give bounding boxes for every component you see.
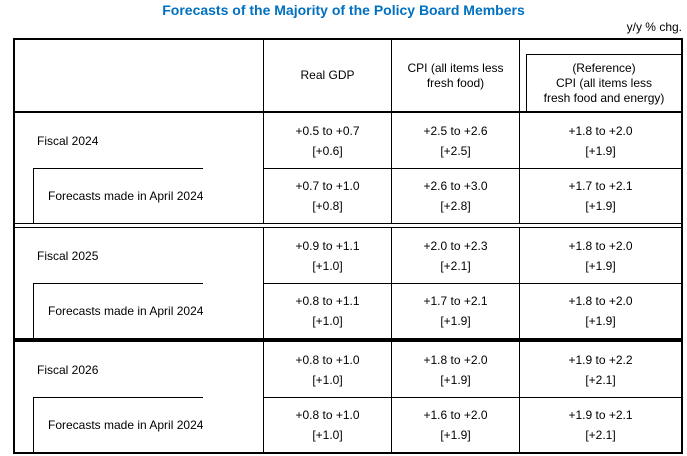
row-label-cell: Forecasts made in April 2024: [15, 397, 263, 452]
forecast-median: [+1.9]: [440, 314, 471, 328]
table-header-row: Real GDP CPI (all items less fresh food)…: [15, 40, 681, 113]
forecast-range: +0.8 to +1.0: [295, 352, 360, 367]
forecast-median: [+2.1]: [440, 258, 471, 273]
forecast-range: +1.9 to +2.1: [568, 408, 633, 422]
cpi-forecast-cell: +1.8 to +2.0 [+1.9]: [391, 342, 519, 397]
reference-cpi-forecast-cell: +1.9 to +2.2 [+2.1]: [519, 342, 681, 397]
forecast-median: [+1.9]: [585, 143, 616, 158]
forecast-range: +0.5 to +0.7: [295, 123, 360, 138]
forecast-median: [+1.9]: [585, 199, 616, 213]
forecast-range: +1.8 to +2.0: [568, 294, 633, 308]
forecast-median: [+0.6]: [312, 143, 343, 158]
reference-cpi-forecast-cell: +1.9 to +2.1 [+2.1]: [519, 397, 681, 452]
group-fiscal-2024: Fiscal 2024 +0.5 to +0.7 [+0.6] +2.5 to …: [15, 113, 681, 223]
forecast-range: +0.7 to +1.0: [295, 179, 360, 193]
forecast-range: +2.0 to +2.3: [423, 238, 488, 253]
forecast-median: [+0.8]: [312, 199, 343, 213]
forecast-range: +0.8 to +1.0: [295, 408, 360, 422]
header-cell-reference: (Reference) CPI (all items less fresh fo…: [519, 40, 681, 111]
forecast-median: [+1.0]: [312, 372, 343, 387]
reference-cpi-forecast-cell: +1.8 to +2.0 [+1.9]: [519, 113, 681, 168]
cpi-forecast-cell: +1.7 to +2.1 [+1.9]: [391, 283, 519, 338]
forecast-range: +2.5 to +2.6: [423, 123, 488, 138]
forecast-range: +1.8 to +2.0: [568, 123, 633, 138]
row-april-2024-forecast: Forecasts made in April 2024 +0.8 to +1.…: [15, 397, 681, 452]
reference-cpi-forecast-cell: +1.8 to +2.0 [+1.9]: [519, 228, 681, 283]
forecast-range: +2.6 to +3.0: [423, 179, 488, 193]
header-cell-real-gdp: Real GDP: [263, 40, 391, 111]
forecast-range: +1.7 to +2.1: [568, 179, 633, 193]
forecast-median: [+1.0]: [312, 314, 343, 328]
forecast-range: +0.9 to +1.1: [295, 238, 360, 253]
forecast-median: [+2.5]: [440, 143, 471, 158]
forecast-median: [+1.9]: [585, 314, 616, 328]
forecast-range: +1.6 to +2.0: [423, 408, 488, 422]
group-separator: [15, 223, 681, 228]
header-cell-cpi: CPI (all items less fresh food): [391, 40, 519, 111]
sub-row-label-box: Forecasts made in April 2024: [33, 283, 204, 338]
row-label-cell: Forecasts made in April 2024: [15, 168, 263, 223]
group-fiscal-2026: Fiscal 2026 +0.8 to +1.0 [+1.0] +1.8 to …: [15, 342, 681, 452]
cpi-forecast-cell: +2.0 to +2.3 [+2.1]: [391, 228, 519, 283]
forecast-median: [+1.0]: [312, 258, 343, 273]
sub-row-label-box: Forecasts made in April 2024: [33, 168, 204, 223]
gdp-forecast-cell: +0.5 to +0.7 [+0.6]: [263, 113, 391, 168]
reference-cpi-forecast-cell: +1.8 to +2.0 [+1.9]: [519, 283, 681, 338]
row-fiscal-2026: Fiscal 2026 +0.8 to +1.0 [+1.0] +1.8 to …: [15, 342, 681, 397]
cpi-forecast-cell: +1.6 to +2.0 [+1.9]: [391, 397, 519, 452]
forecast-median: [+2.1]: [585, 372, 616, 387]
sub-row-label-box: Forecasts made in April 2024: [33, 397, 204, 452]
gdp-forecast-cell: +0.7 to +1.0 [+0.8]: [263, 168, 391, 223]
row-label: Fiscal 2024: [37, 133, 99, 148]
row-label-cell: Forecasts made in April 2024: [15, 283, 263, 338]
row-fiscal-2024: Fiscal 2024 +0.5 to +0.7 [+0.6] +2.5 to …: [15, 113, 681, 168]
group-fiscal-2025: Fiscal 2025 +0.9 to +1.1 [+1.0] +2.0 to …: [15, 228, 681, 338]
forecast-median: [+2.8]: [440, 199, 471, 213]
forecast-median: [+1.0]: [312, 428, 343, 442]
forecast-table: Real GDP CPI (all items less fresh food)…: [13, 38, 683, 454]
page-title: Forecasts of the Majority of the Policy …: [162, 2, 525, 18]
gdp-forecast-cell: +0.8 to +1.1 [+1.0]: [263, 283, 391, 338]
row-april-2024-forecast: Forecasts made in April 2024 +0.7 to +1.…: [15, 168, 681, 223]
row-fiscal-2025: Fiscal 2025 +0.9 to +1.1 [+1.0] +2.0 to …: [15, 228, 681, 283]
forecast-median: [+1.9]: [440, 428, 471, 442]
forecast-median: [+2.1]: [585, 428, 616, 442]
row-april-2024-forecast: Forecasts made in April 2024 +0.8 to +1.…: [15, 283, 681, 338]
group-separator: [15, 338, 681, 342]
forecast-range: +1.9 to +2.2: [568, 352, 633, 367]
forecast-range: +0.8 to +1.1: [295, 294, 360, 308]
gdp-forecast-cell: +0.8 to +1.0 [+1.0]: [263, 397, 391, 452]
forecast-range: +1.8 to +2.0: [568, 238, 633, 253]
forecast-range: +1.7 to +2.1: [423, 294, 488, 308]
header-cell-empty: [15, 40, 263, 111]
row-label: Fiscal 2025: [37, 248, 99, 263]
reference-cpi-forecast-cell: +1.7 to +2.1 [+1.9]: [519, 168, 681, 223]
forecast-range: +1.8 to +2.0: [423, 352, 488, 367]
cpi-forecast-cell: +2.6 to +3.0 [+2.8]: [391, 168, 519, 223]
unit-note: y/y % chg.: [626, 20, 682, 34]
row-label: Fiscal 2026: [37, 362, 99, 377]
gdp-forecast-cell: +0.9 to +1.1 [+1.0]: [263, 228, 391, 283]
gdp-forecast-cell: +0.8 to +1.0 [+1.0]: [263, 342, 391, 397]
forecast-median: [+1.9]: [585, 258, 616, 273]
reference-header-box: (Reference) CPI (all items less fresh fo…: [526, 54, 681, 111]
cpi-forecast-cell: +2.5 to +2.6 [+2.5]: [391, 113, 519, 168]
forecast-median: [+1.9]: [440, 372, 471, 387]
